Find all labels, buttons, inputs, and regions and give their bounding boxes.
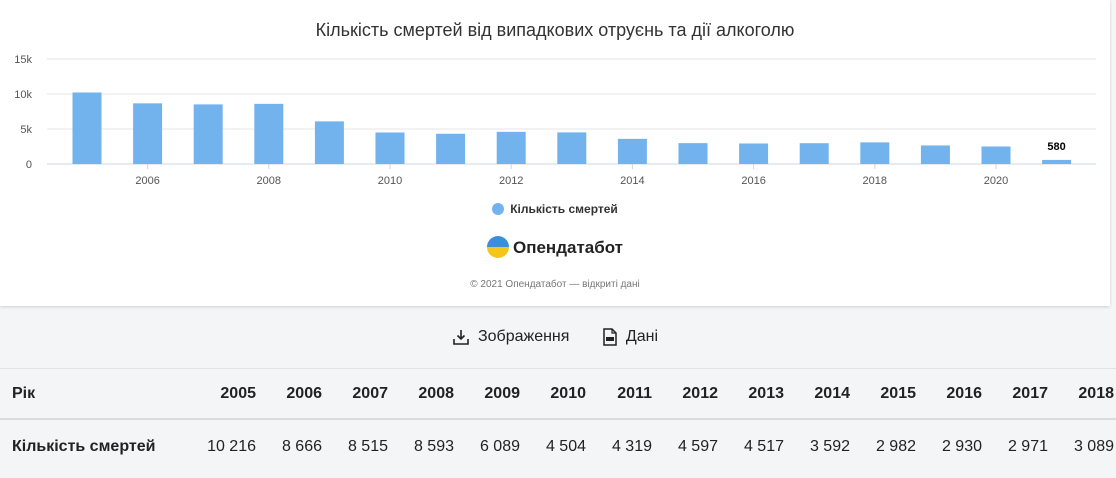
bar [860,142,890,164]
value-cells: 10 216 8 666 8 515 8 593 6 089 4 504 4 319 4 59… [190,438,1114,456]
value-cell: 2 982 [875,438,916,455]
value-cell: 2 930 [941,438,982,455]
value-cell: 4 319 [611,438,652,455]
bar [678,143,708,164]
bar [72,92,102,164]
year-cell: 2005 [220,384,256,402]
year-cell: 2007 [352,384,388,402]
bar [1042,159,1072,164]
value-cell: 4 597 [677,438,718,455]
year-cell: 2015 [880,384,916,402]
y-tick-label: 10k [14,89,32,101]
x-tick-label: 2008 [257,175,281,187]
data-table: Рік 2005 2006 2007 2008 2009 2010 2011 2012 2013… [0,368,1116,474]
download-icon [453,330,469,345]
x-tick-label: 2006 [135,175,159,187]
chart-legend[interactable]: Кількість смертей [0,202,1110,216]
year-cell: 2009 [484,384,520,402]
bar [920,145,950,164]
year-cell: 2017 [1012,384,1048,402]
x-tick-label: 2018 [863,175,887,187]
bar [436,133,466,164]
download-image-button[interactable]: Зображення [452,328,569,346]
value-cell: 2 971 [1007,438,1048,455]
bar [254,103,284,164]
y-tick-label: 5k [20,124,32,136]
value-cell: 8 593 [413,438,454,455]
value-cell: 6 089 [479,438,520,455]
year-cell: 2008 [418,384,454,402]
x-tick-label: 2012 [499,175,523,187]
year-cell: 2006 [286,384,322,402]
year-cell: 2018 [1078,384,1114,402]
year-cell: 2011 [617,384,652,402]
chart-title: Кількість смертей від випадкових отруєнь… [315,20,795,40]
year-cell: 2010 [550,384,586,402]
brand-name: Опендатабот [512,238,624,257]
bar-chart: 0 5k 10k 15k 2006 2008 2010 2012 2014 2016 2018 202… [14,54,1096,187]
table-header-label: Рік [12,384,36,402]
value-cell: 3 592 [809,438,850,455]
bar [617,138,647,164]
x-tick-label: 2010 [378,175,402,187]
bar [557,132,587,164]
legend-dot [492,203,505,215]
x-tick-label: 2016 [741,175,765,187]
download-data-button[interactable]: Дані [602,328,658,346]
bar [739,143,769,164]
value-cell: 4 504 [545,438,586,455]
year-cells: 2005 2006 2007 2008 2009 2010 2011 2012 2013 2014… [190,385,1114,403]
legend-label: Кількість смертей [510,202,618,216]
x-tick-label: 2014 [620,175,644,187]
value-cell: 8 515 [347,438,388,455]
bar [133,103,163,164]
opendatabot-logo-icon [486,236,509,258]
data-label: 580 [1047,141,1065,153]
value-cell: 8 666 [281,438,322,455]
download-data-label: Дані [625,328,659,345]
copyright: © 2021 Опендатабот — відкриті дані [470,279,640,290]
value-cell: 4 517 [743,438,784,455]
year-cell: 2013 [748,384,784,402]
value-cell: 3 089 [1073,438,1114,455]
table-row-label: Кількість смертей [12,438,156,455]
brand-logo: Опендатабот [0,236,1110,258]
bar [314,121,344,164]
table-header-row: Рік 2005 2006 2007 2008 2009 2010 2011 2012 2013… [0,368,1116,418]
year-cell: 2016 [946,384,982,402]
download-actions: Зображення Дані [0,328,1110,351]
csv-file-icon [603,328,617,346]
y-tick-label: 15k [14,54,32,66]
bar [193,104,223,164]
download-image-label: Зображення [477,328,570,345]
year-cell: 2012 [682,384,718,402]
x-tick-label: 2020 [984,175,1008,187]
bar [981,146,1011,164]
value-cell: 10 216 [207,438,256,455]
bar [375,132,405,164]
y-tick-label: 0 [26,159,32,171]
bar [799,143,829,164]
bar [496,131,526,164]
chart-card: Кількість смертей від випадкових отруєнь… [0,0,1110,306]
table-row: Кількість смертей 10 216 8 666 8 515 8 593 6… [0,418,1116,474]
year-cell: 2014 [814,384,850,402]
